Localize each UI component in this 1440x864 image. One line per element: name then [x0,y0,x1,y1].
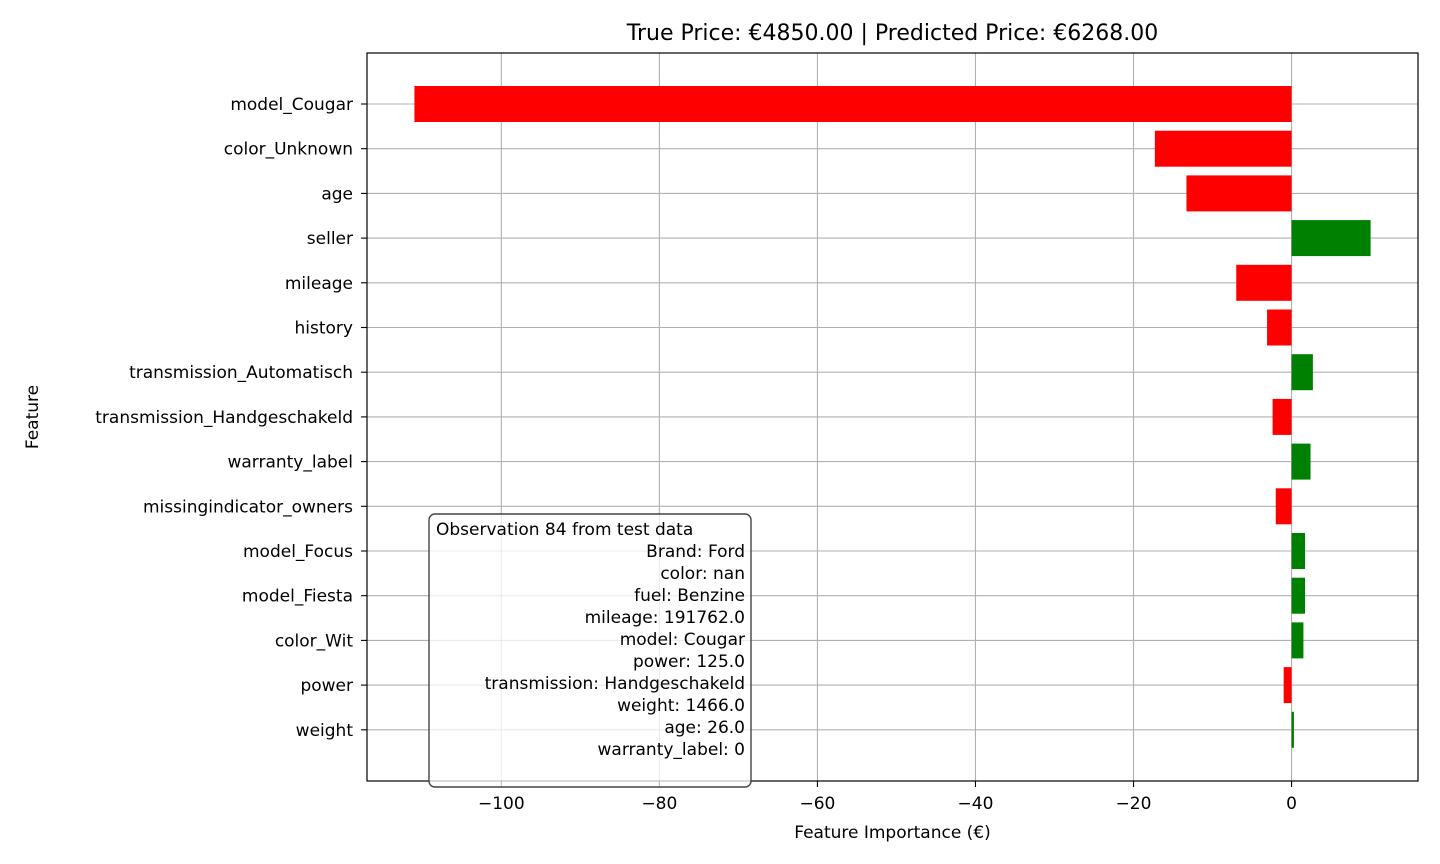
info-box-line: age: 26.0 [664,718,745,738]
y-tick-label: transmission_Handgeschakeld [95,408,353,428]
info-box-heading: Observation 84 from test data [436,520,693,540]
y-tick-label: model_Cougar [230,95,353,115]
bar-mileage [1236,264,1292,301]
x-tick-label: −20 [1116,794,1152,814]
bar-seller [1291,220,1371,257]
x-tick-label: 0 [1286,794,1297,814]
info-box-line: weight: 1466.0 [617,696,745,716]
grid [367,53,1418,781]
y-tick-label: mileage [285,274,353,294]
bar-warranty_label [1291,443,1311,480]
x-tick-label: −100 [478,794,525,814]
x-tick-label: −60 [799,794,835,814]
bar-power [1283,667,1292,704]
info-box-line: transmission: Handgeschakeld [485,674,745,694]
y-tick-label: transmission_Automatisch [129,363,353,383]
chart-title: True Price: €4850.00 | Predicted Price: … [626,21,1158,46]
bar-model_Cougar [414,86,1292,122]
y-tick-label: seller [307,229,353,249]
y-tick-label: power [300,676,353,696]
y-tick-label: age [321,184,353,204]
x-axis-ticks: −100 −80 −60 −40 −20 0 [478,781,1297,814]
y-axis-title: Feature [23,385,43,449]
y-tick-label: warranty_label [227,453,353,473]
x-tick-label: −80 [641,794,677,814]
bars [414,86,1371,748]
bar-color_Wit [1291,622,1304,659]
bar-weight [1291,711,1294,748]
y-tick-label: history [295,319,353,339]
y-tick-label: color_Wit [275,631,354,651]
bar-history [1267,309,1292,346]
info-box-line: model: Cougar [620,630,745,650]
info-box-line: Brand: Ford [646,542,745,562]
info-box-line: fuel: Benzine [634,586,745,606]
info-box-line: power: 125.0 [633,652,745,672]
y-tick-label: missingindicator_owners [143,497,353,517]
y-tick-label: weight [296,721,354,741]
y-tick-label: model_Focus [243,542,353,562]
bar-missingindicator_owners [1275,488,1292,525]
y-tick-label: color_Unknown [224,140,353,160]
y-tick-label: model_Fiesta [242,587,353,607]
info-box-line: mileage: 191762.0 [585,608,745,628]
bar-color_Unknown [1154,130,1292,167]
x-axis-title: Feature Importance (€) [794,823,991,843]
bar-transmission_Handgeschakeld [1272,398,1292,435]
bar-age [1186,175,1292,212]
info-box-line: color: nan [660,564,745,584]
bar-model_Fiesta [1291,577,1305,614]
info-box-frame [428,513,752,788]
x-tick-label: −40 [958,794,994,814]
bar-transmission_Automatisch [1291,354,1313,391]
bar-model_Focus [1291,533,1305,569]
info-box-line: warranty_label: 0 [598,740,745,760]
